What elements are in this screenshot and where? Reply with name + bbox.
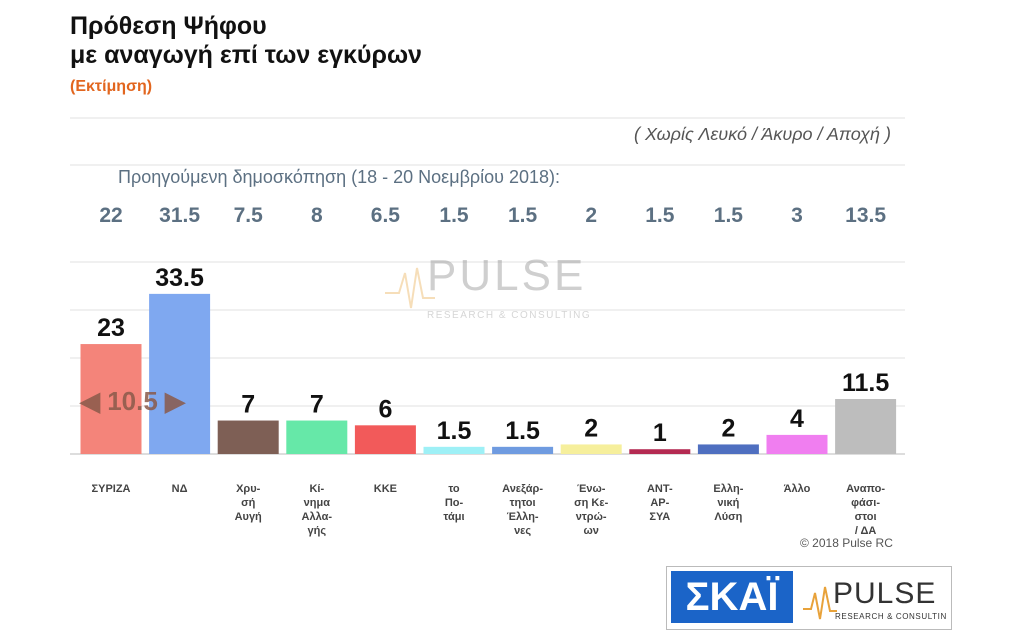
previous-poll-value: 7.5 [233,204,263,227]
category-label: το Πο-τάμι [443,483,465,523]
exclusion-note: ( Χωρίς Λευκό / Άκυρο / Αποχή ) [633,124,891,144]
copyright: © 2018 Pulse RC [800,536,893,550]
bar-value-label: 1 [653,419,667,447]
bar [492,446,554,454]
skai-logo: ΣΚΑΪ [671,571,793,623]
previous-poll-value: 3 [791,204,803,227]
svg-text:PULSE: PULSE [833,577,936,610]
bar [286,420,348,454]
category-label: ΚΚΕ [373,483,397,495]
previous-poll-label: Προηγούμενη δημοσκόπηση (18 - 20 Νοεμβρί… [118,167,561,187]
title-line-1: Πρόθεση Ψήφου [70,12,267,40]
bar-value-label: 4 [790,405,804,433]
bar [354,425,416,454]
previous-poll-value: 1.5 [713,204,743,227]
bar-value-label: 11.5 [842,369,889,397]
category-label: Αναπο-φάσι-στοι / ΔΑ [846,483,886,537]
chart-title: Πρόθεση Ψήφου με αναγωγή επί των εγκύρων [70,12,422,70]
previous-poll-value: 6.5 [370,204,400,227]
bar-value-label: 23 [97,314,125,342]
previous-poll-value: 1.5 [507,204,538,227]
category-label: Ανεξάρ-τητοι Έλλη-νες [502,483,544,537]
bar-value-label: 1.5 [505,417,540,445]
bar [217,420,279,454]
previous-poll-value: 2 [585,204,598,227]
svg-text:PULSE: PULSE [427,251,586,300]
category-label: Χρυ-σή Αυγή [234,483,262,523]
watermark-pulse-graphic: PULSE RESEARCH & CONSULTING [385,251,591,321]
bar-value-label: 1.5 [437,417,472,445]
category-label: ΑΝΤ- ΑΡ- ΣΥΑ [646,483,673,523]
previous-poll-value: 13.5 [845,204,887,227]
previous-poll-value: 31.5 [159,204,201,227]
logos-box: ΣΚΑΪ PULSE RESEARCH & CONSULTING [666,566,952,630]
bar-value-label: 7 [241,391,255,419]
bar-value-label: 33.5 [155,264,204,292]
bar-value-label: 7 [310,391,324,419]
bar [560,444,622,454]
category-label: Ελλη-νική Λύση [713,483,744,523]
bar [629,449,691,454]
bar [423,446,485,454]
category-label: ΝΔ [171,483,188,495]
bar [697,444,759,454]
previous-poll-value: 8 [310,204,323,227]
bar-value-label: 2 [721,414,735,442]
previous-poll-value: 22 [99,204,123,227]
svg-text:RESEARCH & CONSULTING: RESEARCH & CONSULTING [835,612,947,621]
bar-value-label: 6 [378,395,392,423]
category-label: Άλλο [783,483,811,495]
bar [835,399,897,454]
subtitle: (Εκτίμηση) [70,78,153,95]
svg-text:RESEARCH & CONSULTING: RESEARCH & CONSULTING [427,310,591,321]
bar-value-label: 2 [584,414,598,442]
title-line-2: με αναγωγή επί των εγκύρων [70,41,422,69]
previous-poll-value: 1.5 [439,204,469,227]
difference-indicator: ◀ 10.5 ▶ [80,386,186,416]
category-label: ΣΥΡΙΖΑ [91,483,131,495]
pulse-logo: PULSE RESEARCH & CONSULTING [803,577,947,621]
previous-poll-value: 1.5 [645,204,675,227]
bar [149,293,211,454]
category-label: Κί-νημα Αλλα-γής [301,483,333,537]
bar [80,344,142,454]
watermark-logo: PULSE RESEARCH & CONSULTING [385,248,600,323]
category-label: Ένω-ση Κε-ντρώ-ων [574,483,609,537]
bar [766,434,828,454]
